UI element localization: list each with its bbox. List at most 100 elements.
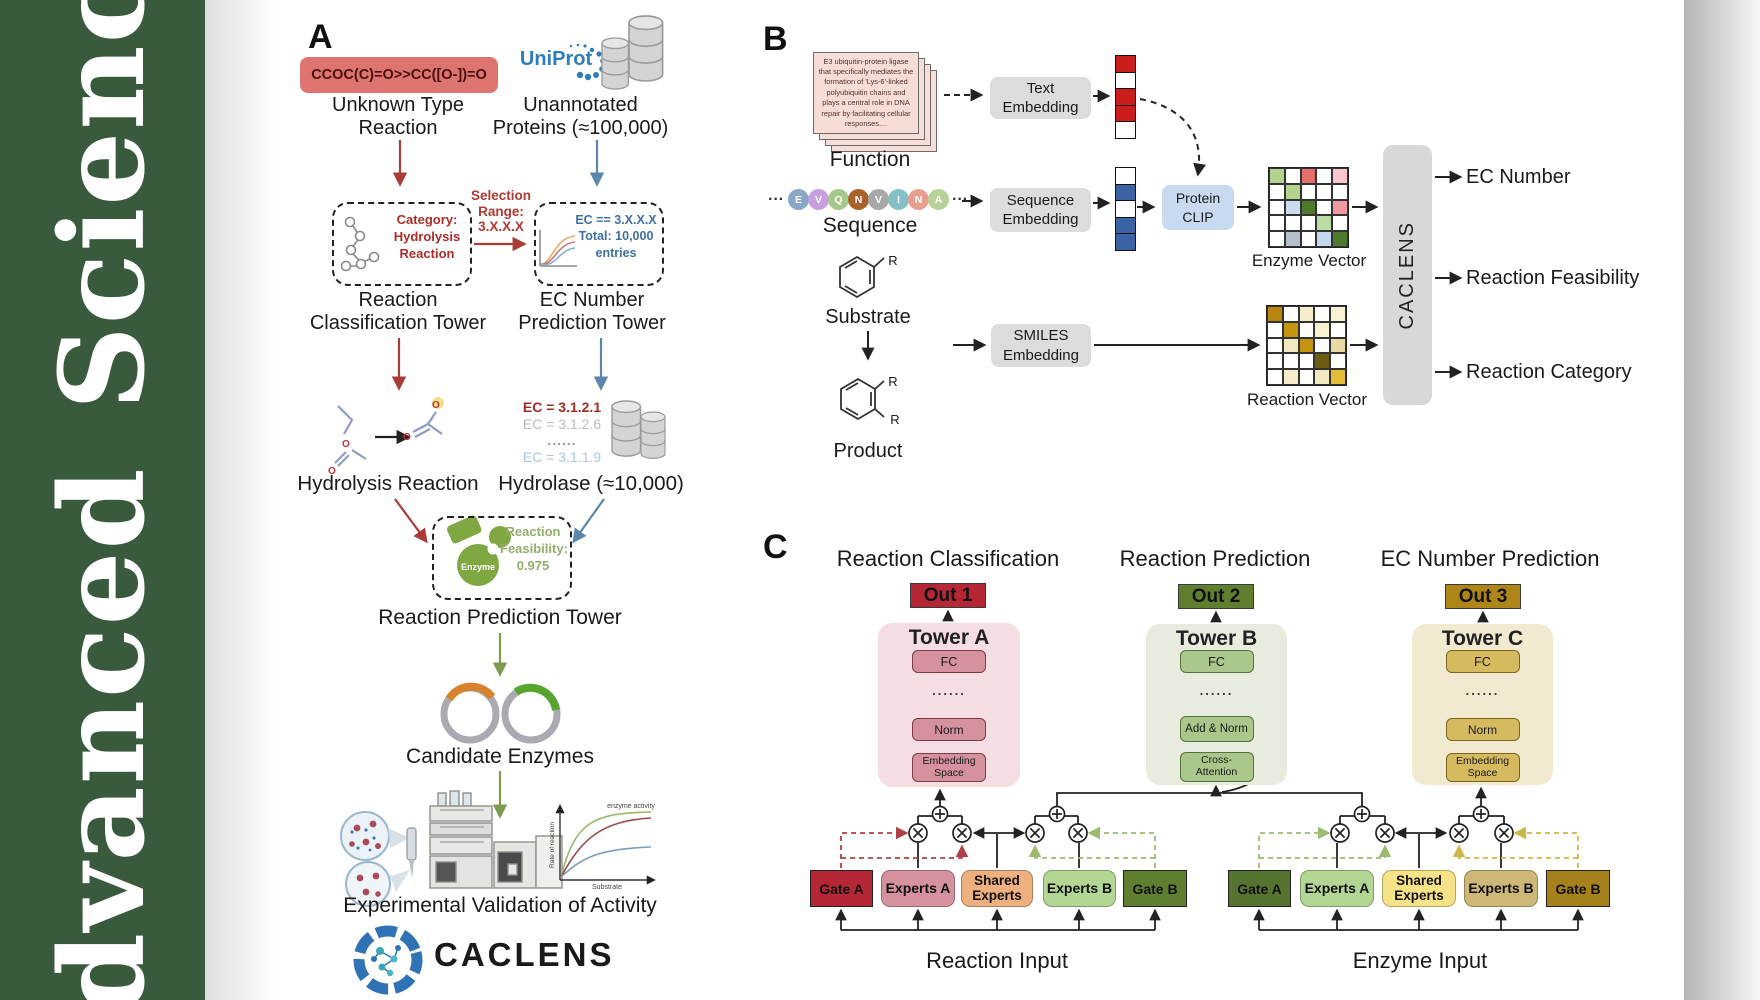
reaction-experts-b: Experts B <box>1043 870 1116 907</box>
output-reaction-category: Reaction Category <box>1466 361 1632 383</box>
out3-box: Out 3 <box>1445 584 1521 609</box>
reaction-vector-label: Reaction Vector <box>1246 390 1367 409</box>
caclens-block-label: CACLENS <box>1396 220 1418 330</box>
enzyme-experts-b: Experts B <box>1464 870 1538 907</box>
enzyme-gate-a: Gate A <box>1228 870 1291 907</box>
unknown-reaction-smiles-box: CCOC(C)=O>>CC([O-])=O <box>300 57 498 93</box>
page-right-shadow <box>1684 0 1760 1000</box>
tower-a-fc: FC <box>912 650 986 673</box>
residue-circle: I <box>887 189 909 210</box>
heading-ec-number-prediction: EC Number Prediction <box>1380 546 1600 571</box>
journal-sidebar: Advanced Science <box>0 0 205 1000</box>
out1-box: Out 1 <box>910 583 986 608</box>
tower-b-cross-attention: Cross- Attention <box>1179 752 1254 782</box>
output-reaction-feasibility: Reaction Feasibility <box>1466 267 1640 289</box>
tower-c-dots: ...... <box>1465 683 1500 698</box>
ec-selection-text: EC == 3.X.X.X Total: 10,000 entries <box>575 213 657 260</box>
ec-item-2: EC = 3.1.2.6 <box>522 415 602 432</box>
panelA-label: A <box>308 18 333 56</box>
page-left-shadow <box>205 0 275 1000</box>
unannotated-proteins-label: Unannotated Proteins (≈100,000) <box>492 94 669 140</box>
tower-c-norm: Norm <box>1445 718 1520 741</box>
svg-text:O: O <box>432 400 440 411</box>
tower-a-dots: ...... <box>932 683 966 698</box>
sequence-ellipsis-right: ··· <box>951 190 968 208</box>
reaction-vector-grid <box>1266 305 1347 386</box>
sample-prep-icon <box>340 811 417 907</box>
tower-a-title: Tower A <box>908 626 990 649</box>
out2-box: Out 2 <box>1178 584 1254 609</box>
selection-range-label: Selection Range: 3.X.X.X <box>470 188 532 235</box>
caclens-logo-text: CACLENS <box>434 936 615 973</box>
tower-b-add-norm: Add & Norm <box>1179 716 1254 742</box>
tower-b: Tower B FC ...... Add & Norm Cross- Atte… <box>1146 624 1287 785</box>
svg-text:enzyme activity: enzyme activity <box>607 803 655 810</box>
caclens-model-block: CACLENS <box>1383 145 1432 405</box>
enzyme-vector-label: Enzyme Vector <box>1251 251 1367 270</box>
reaction-gate-b: Gate B <box>1123 870 1187 907</box>
product-r2-label: R <box>890 412 900 427</box>
prediction-tower-label: Reaction Prediction Tower <box>378 606 622 629</box>
text-embedding-box: Text Embedding <box>990 77 1091 119</box>
feasibility-text: Reaction Feasibility: 0.975 <box>500 524 568 573</box>
residue-circle: N <box>907 189 929 210</box>
residue-circle: N <box>847 189 869 210</box>
reaction-experts-a: Experts A <box>881 870 955 907</box>
reaction-shared-experts: Shared Experts <box>961 870 1033 907</box>
ec-number-box <box>534 202 664 286</box>
residue-circle: A <box>927 189 949 210</box>
tower-c-fc: FC <box>1445 650 1520 673</box>
database-icon-hydrolase <box>611 400 666 459</box>
tower-b-title: Tower B <box>1175 627 1258 650</box>
product-molecule <box>840 377 885 421</box>
text-embedding-vector <box>1115 55 1136 139</box>
tower-a: Tower A FC ...... Norm Embedding Space <box>878 623 1020 787</box>
uniprot-logo: UniProt <box>519 48 593 70</box>
sequence-embedding-vector <box>1115 167 1136 251</box>
validation-label: Experimental Validation of Activity <box>343 894 657 917</box>
classification-tower-label: Reaction Classification Tower <box>309 289 487 335</box>
ec-item-1: EC = 3.1.2.1 <box>522 399 602 415</box>
svg-text:O: O <box>342 439 350 450</box>
substrate-molecule <box>839 255 885 299</box>
sequence-label: Sequence <box>822 214 918 237</box>
candidate-enzymes-label: Candidate Enzymes <box>406 745 594 768</box>
reaction-feasibility-box <box>432 516 572 600</box>
enzyme-experts-a: Experts A <box>1300 870 1374 907</box>
svg-text:O: O <box>403 432 411 443</box>
mixing-operators <box>908 805 1514 843</box>
residue-circle: E <box>787 189 809 210</box>
svg-text:Rate of reaction: Rate of reaction <box>549 822 556 868</box>
tower-a-embedding-space: Embedding Space <box>912 753 986 782</box>
enzyme-input-label: Enzyme Input <box>1352 948 1488 973</box>
ec-item-ellipsis: ...... <box>547 432 577 448</box>
residue-circle: Q <box>827 189 849 210</box>
substrate-r-label: R <box>888 253 898 268</box>
tower-c: Tower C FC ...... Norm Embedding Space <box>1412 624 1553 785</box>
journal-title: Advanced Science <box>34 0 171 1000</box>
output-ec-number: EC Number <box>1466 166 1571 188</box>
enzyme-shared-experts: Shared Experts <box>1382 870 1456 907</box>
kinetics-graph-icon: enzyme activity Substrate Rate of reacti… <box>549 803 656 891</box>
tower-b-fc: FC <box>1179 650 1254 673</box>
gate-routing-lines <box>840 826 1579 868</box>
reaction-input-label: Reaction Input <box>926 948 1068 973</box>
database-icon-unannotated <box>601 15 664 90</box>
plasmid-icons <box>440 682 561 744</box>
category-hydrolysis-text: Category: Hydrolysis Reaction <box>393 212 461 261</box>
hydrolase-label: Hydrolase (≈10,000) <box>498 472 684 495</box>
tower-a-norm: Norm <box>912 718 986 741</box>
function-label: Function <box>829 148 911 171</box>
protein-clip-box: Protein CLIP <box>1162 185 1234 230</box>
caclens-logo-icon <box>353 925 423 995</box>
residue-circle: V <box>867 189 889 210</box>
hydrolysis-reaction-label: Hydrolysis Reaction <box>297 472 479 495</box>
enzyme-gate-b: Gate B <box>1546 870 1610 907</box>
product-label: Product <box>833 440 903 462</box>
svg-text:Substrate: Substrate <box>592 884 622 891</box>
product-r1-label: R <box>888 374 898 389</box>
panelC-label: C <box>763 528 788 566</box>
hplc-instrument-icon <box>429 790 563 889</box>
